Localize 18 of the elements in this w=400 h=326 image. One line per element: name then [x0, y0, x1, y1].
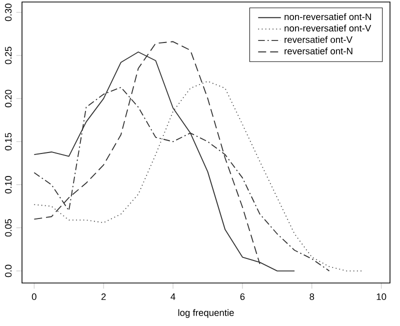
x-tick-label: 6 — [240, 293, 245, 300]
legend-label: non-reversatief ont-V — [284, 24, 372, 32]
y-tick-label: 0.20 — [5, 90, 12, 108]
x-tick-label: 8 — [310, 293, 314, 300]
y-tick-label: 0.25 — [5, 46, 12, 64]
x-axis-title: log frequentie — [178, 309, 234, 318]
y-tick-label: 0.0 — [5, 264, 12, 278]
y-tick-label: 0.30 — [5, 4, 12, 22]
legend-label: non-reversatief ont-N — [284, 13, 371, 20]
y-tick-label: 0.05 — [5, 219, 12, 237]
x-tick-label: 4 — [170, 293, 176, 300]
y-tick-label: 0.10 — [5, 176, 12, 194]
x-tick-label: 0 — [32, 293, 36, 300]
legend-label: reversatief ont-V — [284, 36, 352, 43]
x-tick-label: 10 — [376, 293, 386, 300]
legend-label: reversatief ont-N — [284, 48, 352, 54]
y-tick-label: 0.15 — [5, 132, 12, 150]
x-tick-label: 2 — [101, 293, 106, 300]
